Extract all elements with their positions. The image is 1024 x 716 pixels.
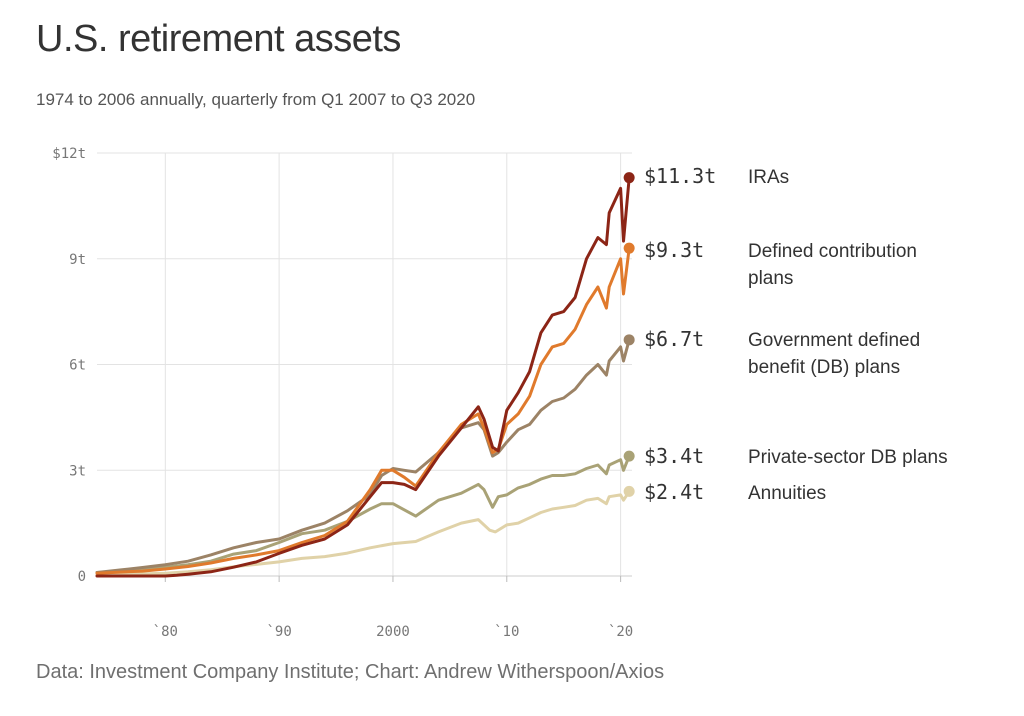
x-tick-label: `90 [266, 624, 291, 640]
series-end-dot [623, 485, 635, 497]
grid [97, 152, 632, 577]
chart-title: U.S. retirement assets [36, 18, 401, 60]
y-tick-label: 9t [69, 252, 86, 268]
series-lines [95, 176, 631, 578]
y-tick-label: $12t [52, 146, 86, 162]
y-tick-label: 0 [78, 569, 86, 585]
series-end-dot [623, 334, 635, 346]
series-line-1 [95, 454, 631, 574]
x-tick-label: `20 [608, 624, 633, 640]
y-tick-label: 3t [69, 463, 86, 479]
series-end-value: $6.7t [644, 327, 704, 351]
series-line-2 [95, 338, 631, 574]
series-end-dot [623, 172, 635, 184]
series-label: Private-sector DB plans [748, 447, 948, 468]
x-tick-label: 2000 [376, 624, 410, 640]
chart-subtitle: 1974 to 2006 annually, quarterly from Q1… [36, 90, 476, 109]
series-label: benefit (DB) plans [748, 357, 900, 378]
source-note: Data: Investment Company Institute; Char… [36, 661, 665, 683]
series-labels: $2.4t Annuities $3.4t Private-sector DB pla… [623, 164, 948, 504]
x-axis: `80 `90 2000 `10 `20 [153, 576, 633, 640]
series-label: Government defined [748, 330, 920, 351]
x-tick-label: `80 [153, 624, 178, 640]
series-label: plans [748, 268, 793, 289]
y-tick-label: 6t [69, 358, 86, 374]
series-end-value: $9.3t [644, 238, 704, 262]
series-end-dot [623, 450, 635, 462]
series-end-dot [623, 242, 635, 254]
series-label: IRAs [748, 167, 789, 188]
series-line-4 [95, 176, 631, 578]
series-label: Annuities [748, 483, 826, 504]
series-end-value: $2.4t [644, 480, 704, 504]
series-end-value: $11.3t [644, 164, 716, 188]
series-line-3 [95, 246, 631, 575]
series-label: Defined contribution [748, 241, 917, 262]
x-tick-label: `10 [494, 624, 519, 640]
series-end-value: $3.4t [644, 444, 704, 468]
y-axis: 0 3t 6t 9t $12t [52, 146, 86, 585]
